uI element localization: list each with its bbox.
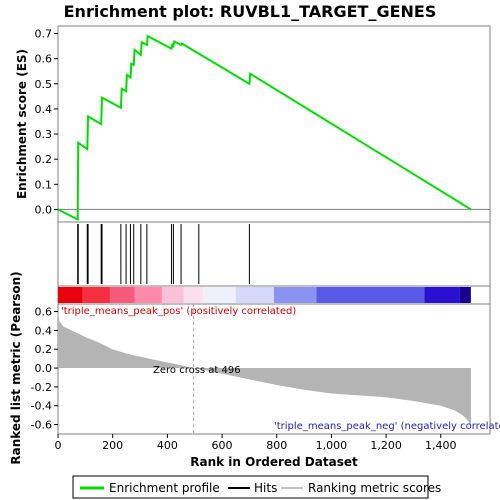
es-y-tick-label: 0.7 xyxy=(35,28,53,41)
ranked-y-tick-label: -0.6 xyxy=(31,419,52,432)
es-y-tick-label: 0.4 xyxy=(35,103,53,116)
ranked-y-tick-label: 0.0 xyxy=(35,362,53,375)
heatmap-segment xyxy=(82,287,110,303)
ranked-y-axis-label: Ranked list metric (Pearson) xyxy=(9,271,23,464)
rank-x-tick-label: 1,200 xyxy=(370,439,402,452)
ranked-y-tick-label: -0.4 xyxy=(31,400,52,413)
es-panel: 0.0 0.1 0.2 0.3 0.4 0.5 0.6 0.7 Enrichment scor… xyxy=(15,25,491,223)
legend-label-hits: Hits xyxy=(254,481,277,495)
heatmap-segment xyxy=(459,287,471,303)
rank-x-tick-label: 600 xyxy=(212,439,233,452)
ranked-y-tick-label: 0.6 xyxy=(35,306,53,319)
heatmap-segment xyxy=(274,287,317,303)
ranked-metric-panel: -0.6 -0.4 -0.2 0.0 0.2 0.4 0.6 0 200 400 600 800 1,… xyxy=(9,271,500,469)
rank-x-axis: 0 200 400 600 800 1,000 1,200 1,400 xyxy=(55,434,457,452)
negative-correlation-label: 'triple_means_peak_neg' (negatively corr… xyxy=(274,421,500,432)
heatmap-segment xyxy=(58,287,83,303)
es-y-tick-label: 0.1 xyxy=(35,178,53,191)
heatmap-segment xyxy=(202,287,236,303)
es-y-axis: 0.0 0.1 0.2 0.3 0.4 0.5 0.6 0.7 xyxy=(35,28,58,216)
ranking-metric-area xyxy=(58,311,471,428)
rank-x-tick-label: 800 xyxy=(266,439,287,452)
heatmap-segment xyxy=(134,287,162,303)
rank-x-axis-label: Rank in Ordered Dataset xyxy=(190,455,358,469)
es-y-tick-label: 0.3 xyxy=(35,128,53,141)
rank-x-tick-label: 1,000 xyxy=(316,439,348,452)
es-y-axis-label: Enrichment score (ES) xyxy=(15,49,29,199)
legend-label-enrichment: Enrichment profile xyxy=(109,481,220,495)
ranked-y-axis: -0.6 -0.4 -0.2 0.0 0.2 0.4 0.6 xyxy=(31,306,58,432)
heatmap-segment xyxy=(235,287,274,303)
legend-label-ranking: Ranking metric scores xyxy=(308,481,441,495)
es-y-tick-label: 0.0 xyxy=(35,203,53,216)
enrichment-profile-line xyxy=(57,34,472,222)
rank-x-tick-label: 400 xyxy=(157,439,178,452)
heatmap-segment xyxy=(161,287,184,303)
ranked-y-tick-label: 0.2 xyxy=(35,343,53,356)
chart-title: Enrichment plot: RUVBL1_TARGET_GENES xyxy=(64,2,437,21)
hit-lines xyxy=(77,224,250,284)
legend: Enrichment profile Hits Ranking metric s… xyxy=(72,475,441,499)
heatmap-segment xyxy=(109,287,135,303)
rank-x-tick-label: 1,400 xyxy=(425,439,457,452)
ranked-y-tick-label: 0.4 xyxy=(35,324,53,337)
heatmap-segment xyxy=(424,287,460,303)
es-y-tick-label: 0.5 xyxy=(35,78,53,91)
zero-cross-label: Zero cross at 496 xyxy=(153,365,241,376)
ranked-y-tick-label: -0.2 xyxy=(31,381,52,394)
positive-correlation-label: 'triple_means_peak_pos' (positively corr… xyxy=(61,306,296,317)
hits-panel-frame xyxy=(57,221,491,287)
heatmap-segment xyxy=(183,287,203,303)
heatmap-segment xyxy=(316,287,425,303)
rank-x-tick-label: 200 xyxy=(102,439,123,452)
ranking-heatmap-bar xyxy=(57,285,491,305)
heatmap-segments xyxy=(58,287,471,303)
legend-frame xyxy=(72,475,429,499)
es-y-tick-label: 0.2 xyxy=(35,153,53,166)
es-y-tick-label: 0.6 xyxy=(35,53,53,66)
hits-panel xyxy=(57,221,491,287)
es-panel-frame xyxy=(57,25,491,223)
rank-x-tick-label: 0 xyxy=(55,439,62,452)
